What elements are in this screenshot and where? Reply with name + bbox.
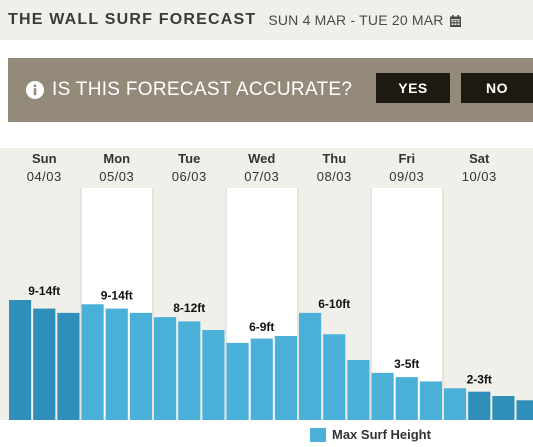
legend-label: Max Surf Height [332, 427, 431, 442]
day-name: Mon [103, 151, 131, 166]
day-date: 09/03 [389, 169, 425, 184]
day-date: 10/03 [461, 169, 497, 184]
surf-height-bar[interactable] [323, 334, 346, 420]
surf-height-bar[interactable] [444, 388, 467, 420]
day-date: 08/03 [316, 169, 352, 184]
surf-height-bar[interactable] [347, 360, 370, 420]
date-range[interactable]: SUN 4 MAR - TUE 20 MAR [268, 12, 444, 28]
day-header-sun: Sun 04/03 [14, 151, 74, 185]
surf-height-bar[interactable] [371, 372, 394, 420]
day-separator [442, 188, 444, 420]
day-date: 07/03 [244, 169, 280, 184]
day-name: Wed [248, 151, 276, 166]
day-name: Tue [178, 151, 201, 166]
surf-height-bar[interactable] [226, 342, 249, 420]
day-name: Fri [398, 151, 416, 166]
surf-height-bar[interactable] [57, 312, 80, 420]
surf-height-bar[interactable] [492, 396, 515, 420]
surf-height-bar[interactable] [516, 400, 533, 420]
day-header-mon: Mon 05/03 [87, 151, 147, 185]
daily-range-label: 6-10ft [318, 297, 350, 311]
chart-legend: Max Surf Height [310, 427, 431, 442]
day-separator [152, 188, 154, 420]
daily-range-label: 6-9ft [249, 320, 274, 334]
surf-height-bar[interactable] [274, 336, 297, 420]
day-date: 05/03 [99, 169, 135, 184]
daily-range-label: 8-12ft [173, 301, 205, 315]
day-header-wed: Wed 07/03 [232, 151, 292, 185]
accuracy-feedback-panel: IS THIS FORECAST ACCURATE? YES NO [8, 58, 533, 122]
day-header-tue: Tue 06/03 [159, 151, 219, 185]
surf-height-bar[interactable] [395, 377, 418, 420]
surf-height-bar[interactable] [129, 312, 152, 420]
daily-range-label: 9-14ft [101, 288, 133, 302]
legend-swatch [310, 427, 326, 442]
surf-height-bar[interactable] [9, 300, 32, 420]
day-name: Thu [322, 151, 347, 166]
forecast-header: THE WALL SURF FORECAST SUN 4 MAR - TUE 2… [0, 0, 533, 40]
no-button[interactable]: NO [461, 73, 533, 103]
day-separator [369, 188, 372, 420]
day-header-sat: Sat 10/03 [449, 151, 509, 185]
yes-button[interactable]: YES [376, 73, 450, 103]
surf-height-bar[interactable] [202, 330, 225, 420]
forecast-title: THE WALL SURF FORECAST [8, 11, 257, 28]
daily-range-label: 9-14ft [28, 284, 60, 298]
surf-height-bar[interactable] [299, 312, 322, 420]
day-header-thu: Thu 08/03 [304, 151, 364, 185]
calendar-icon[interactable] [449, 14, 461, 27]
day-name: Sun [31, 151, 57, 166]
day-separator [79, 188, 82, 420]
day-separator [297, 188, 299, 420]
day-separator [224, 188, 227, 420]
surf-height-bar[interactable] [468, 391, 491, 420]
day-date: 04/03 [26, 169, 62, 184]
surf-height-bar[interactable] [105, 308, 128, 420]
surf-height-bar[interactable] [81, 304, 104, 420]
day-date: 06/03 [171, 169, 207, 184]
daily-range-label: 2-3ft [467, 372, 492, 386]
day-name: Sat [469, 151, 490, 166]
day-header-fri: Fri 09/03 [377, 151, 437, 185]
surf-height-bar[interactable] [154, 317, 177, 420]
surf-height-bar[interactable] [178, 321, 201, 420]
surf-height-bar[interactable] [33, 308, 56, 420]
daily-range-label: 3-5ft [394, 357, 419, 371]
info-icon [26, 81, 44, 99]
surf-height-bar[interactable] [250, 338, 273, 420]
accuracy-question: IS THIS FORECAST ACCURATE? [52, 79, 353, 100]
surf-height-bar[interactable] [419, 381, 442, 420]
